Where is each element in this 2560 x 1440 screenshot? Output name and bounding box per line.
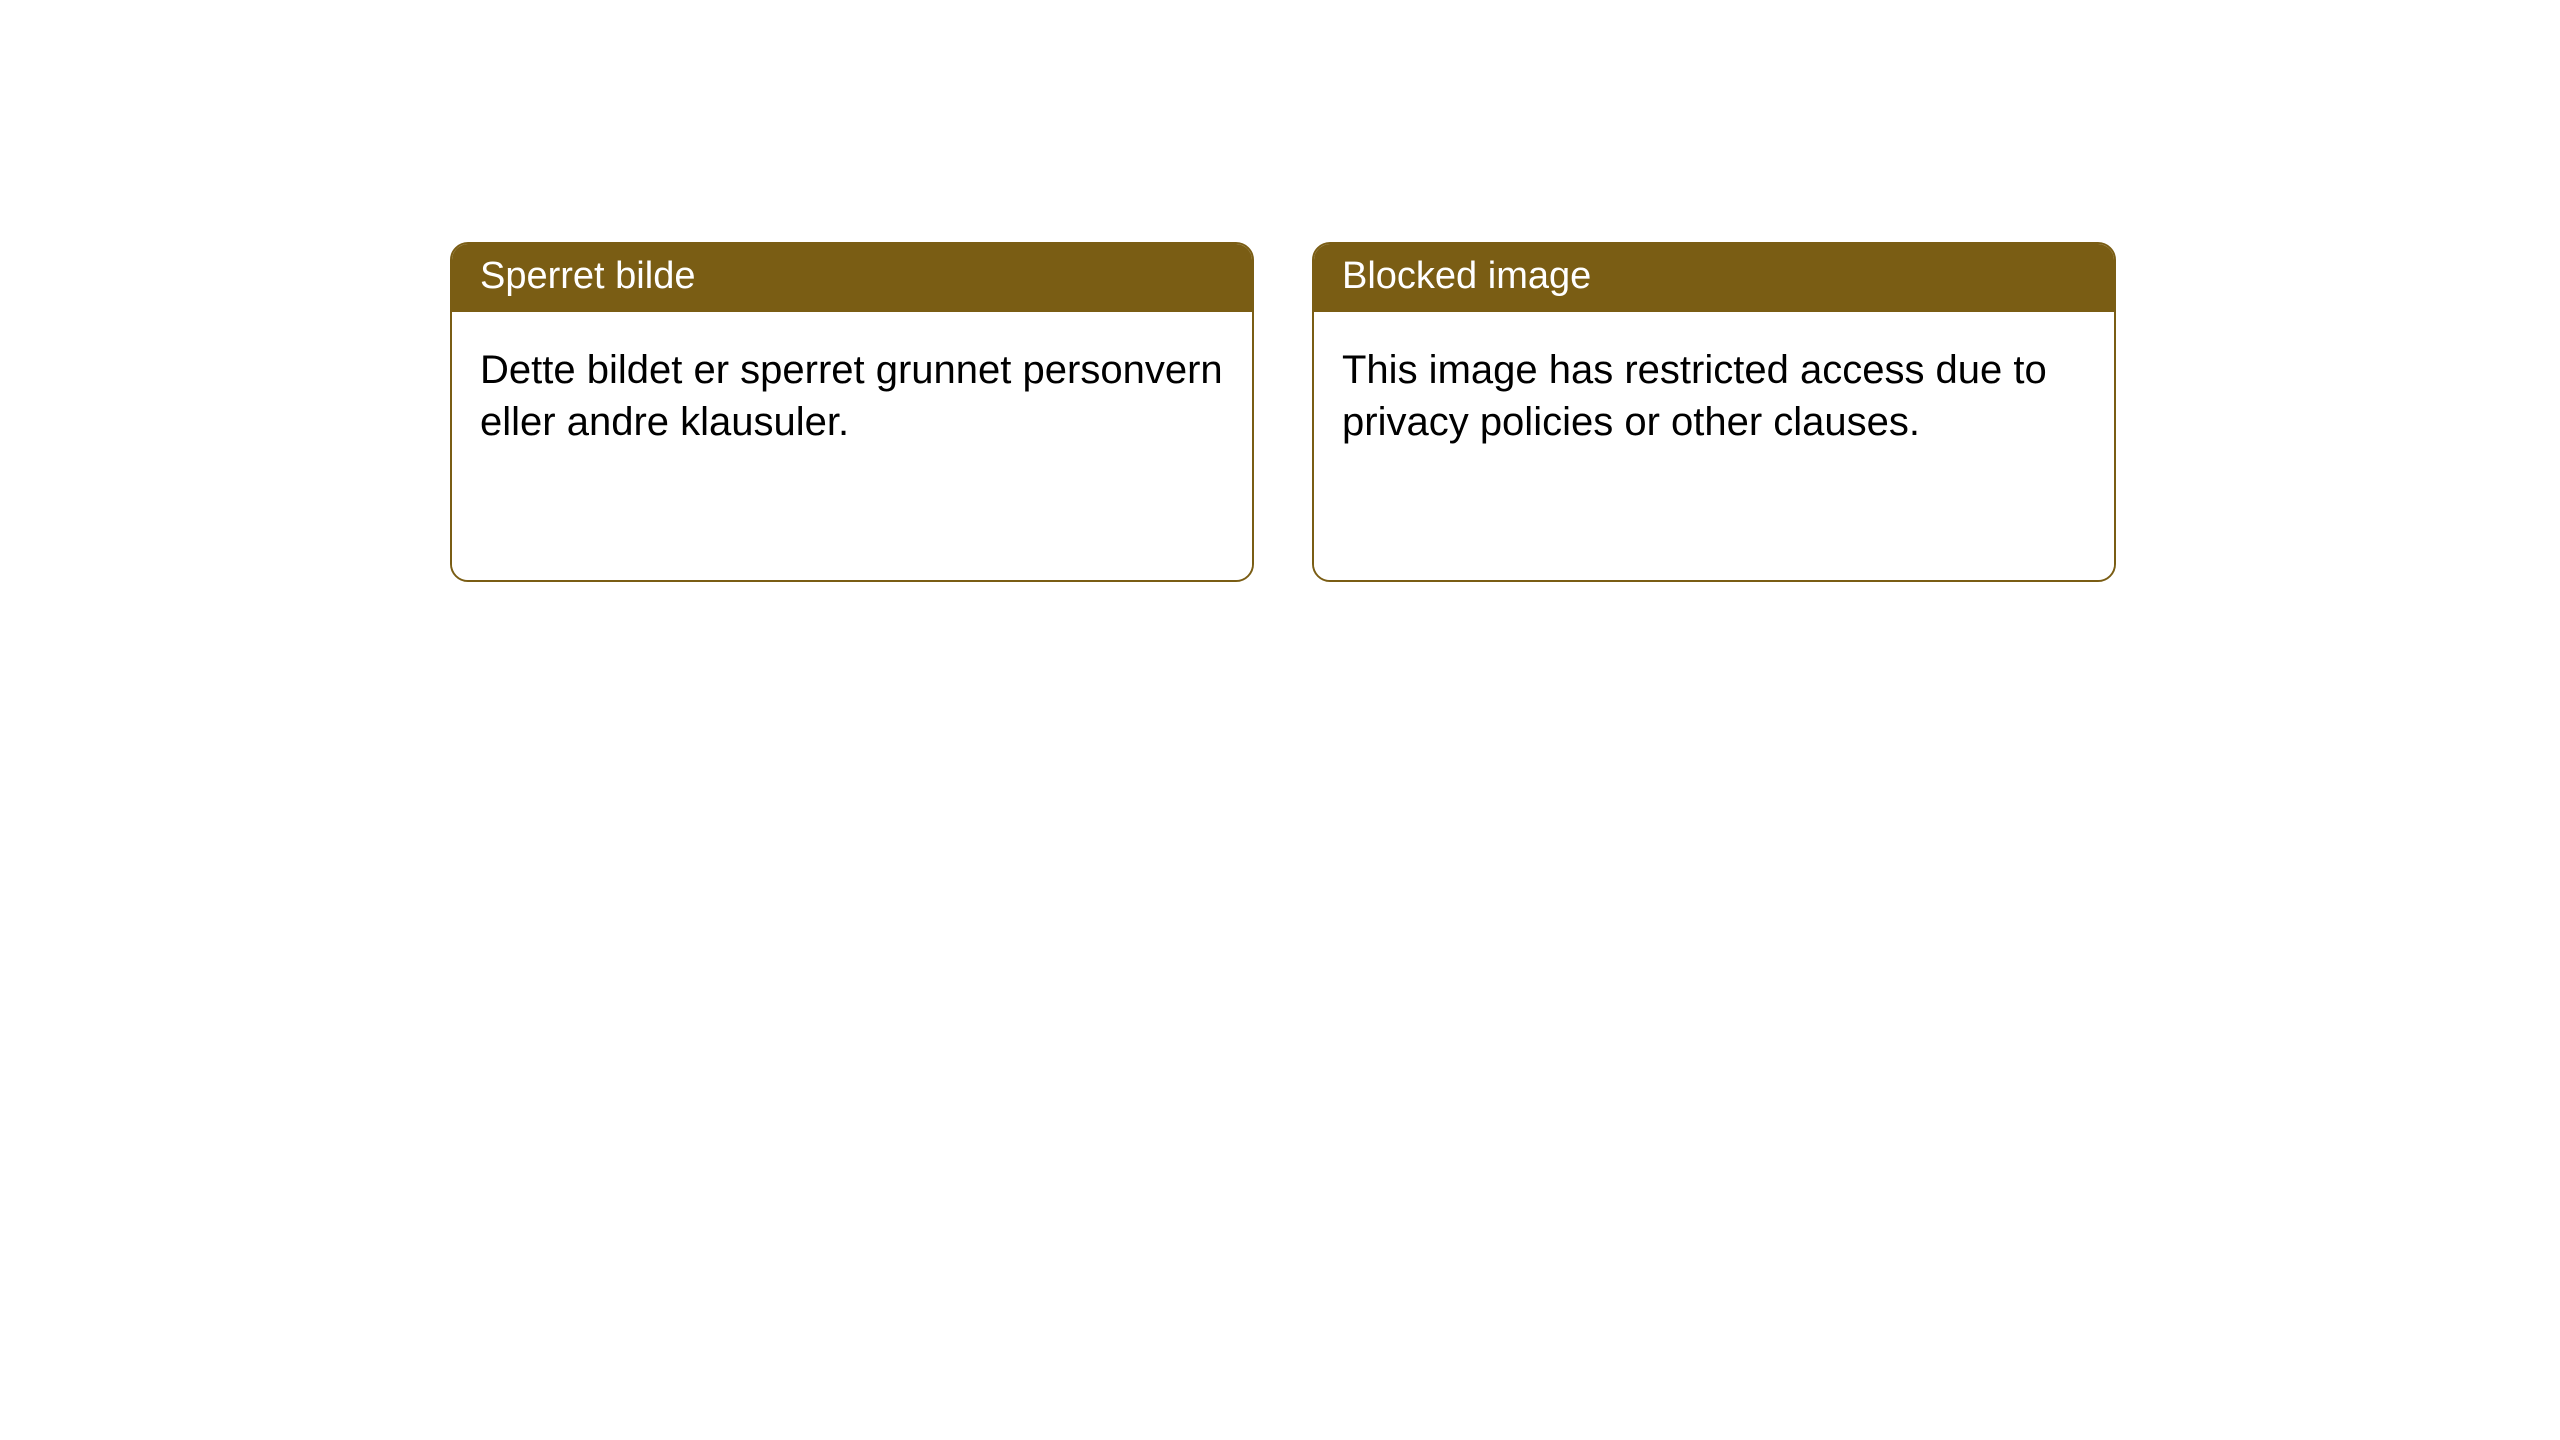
blocked-image-card-no: Sperret bilde Dette bildet er sperret gr… xyxy=(450,242,1254,582)
blocked-image-notices: Sperret bilde Dette bildet er sperret gr… xyxy=(450,242,2116,582)
card-title-no: Sperret bilde xyxy=(452,244,1252,312)
card-title-en: Blocked image xyxy=(1314,244,2114,312)
card-message-en: This image has restricted access due to … xyxy=(1314,312,2114,580)
card-message-no: Dette bildet er sperret grunnet personve… xyxy=(452,312,1252,580)
blocked-image-card-en: Blocked image This image has restricted … xyxy=(1312,242,2116,582)
